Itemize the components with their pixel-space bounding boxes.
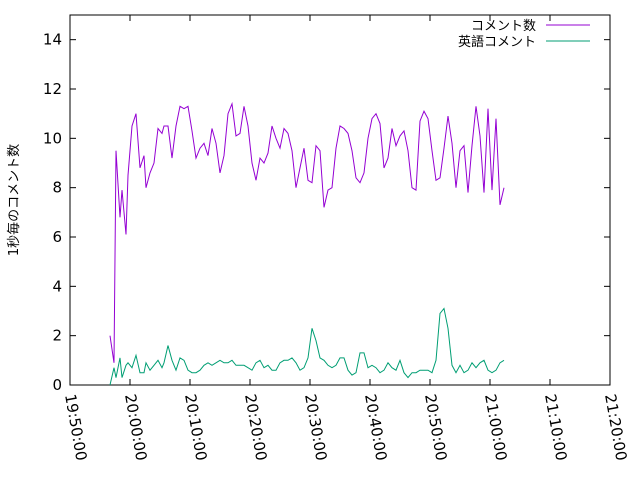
y-tick-label: 6: [52, 228, 62, 246]
y-tick-label: 10: [43, 129, 62, 147]
y-axis: 0 2 4 6 8 10 12 14: [43, 31, 610, 394]
y-tick-label: 4: [52, 277, 62, 295]
legend-label: 英語コメント: [458, 34, 536, 50]
series-line-english-comments: [109, 307, 505, 386]
series-lines: [109, 101, 505, 386]
y-tick-label: 12: [43, 80, 62, 98]
legend-label: コメント数: [471, 19, 536, 34]
y-tick-label: 2: [52, 327, 62, 345]
y-tick-label: 8: [52, 179, 62, 197]
y-tick-label: 0: [52, 376, 62, 394]
plot-border: [69, 14, 611, 386]
series-line-comments: [109, 101, 505, 363]
y-axis-label: 1秒毎のコメント数: [6, 144, 22, 256]
y-tick-label: 14: [43, 31, 62, 49]
plot-frame: [69, 14, 611, 386]
